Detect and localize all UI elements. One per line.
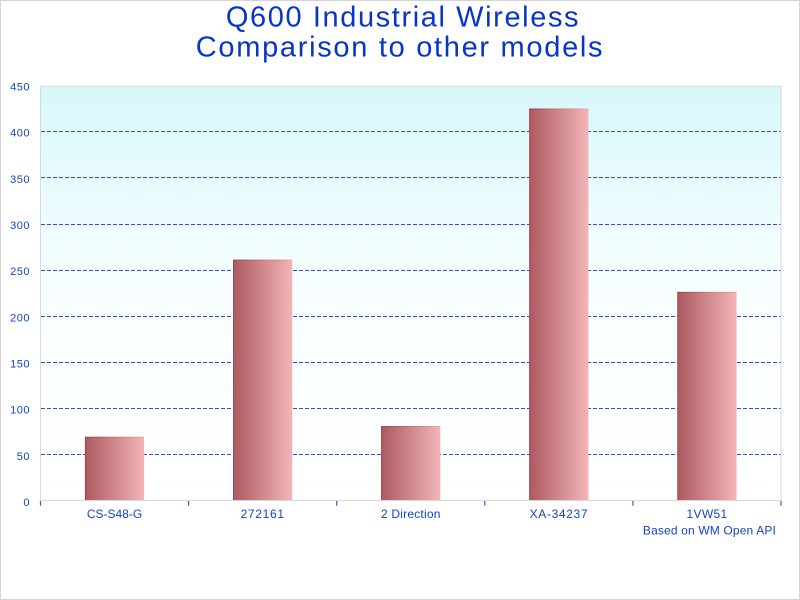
svg-text:272161: 272161 — [241, 507, 285, 521]
svg-text:XA-34237: XA-34237 — [530, 507, 589, 521]
svg-text:250: 250 — [10, 266, 30, 278]
svg-text:150: 150 — [10, 359, 30, 371]
svg-text:2 Direction: 2 Direction — [381, 507, 441, 521]
svg-text:CS-S48-G: CS-S48-G — [87, 507, 142, 521]
svg-text:Q600 Industrial Wireless: Q600 Industrial Wireless — [226, 2, 580, 34]
svg-text:Based on WM Open API: Based on WM Open API — [643, 524, 776, 538]
svg-text:Comparison to other models: Comparison to other models — [196, 32, 604, 64]
svg-text:0: 0 — [23, 497, 30, 509]
svg-text:100: 100 — [10, 405, 30, 417]
svg-text:200: 200 — [10, 312, 30, 324]
svg-text:50: 50 — [17, 451, 30, 463]
svg-text:1VW51: 1VW51 — [686, 507, 727, 521]
svg-text:450: 450 — [10, 82, 30, 94]
svg-text:400: 400 — [10, 128, 30, 140]
svg-text:300: 300 — [10, 220, 30, 232]
svg-text:350: 350 — [10, 174, 30, 186]
